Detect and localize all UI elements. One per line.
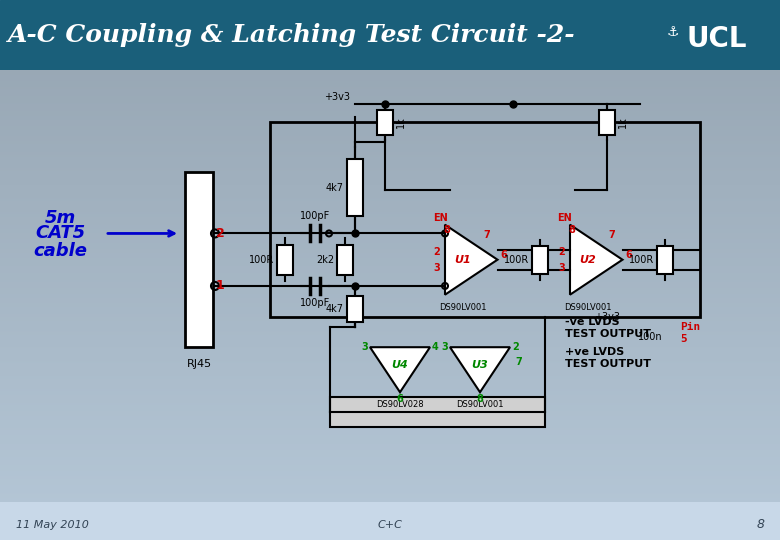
Bar	[377, 110, 393, 135]
Text: DS90LV001: DS90LV001	[564, 303, 612, 312]
Text: 7: 7	[608, 230, 615, 240]
Text: DS90LV001: DS90LV001	[456, 400, 504, 409]
Text: 11 May 2010: 11 May 2010	[16, 520, 88, 530]
Bar	[599, 110, 615, 135]
Text: DS90LV028: DS90LV028	[376, 400, 424, 409]
Text: +3v3: +3v3	[594, 312, 620, 322]
Text: 100R: 100R	[629, 255, 654, 265]
Text: 8: 8	[477, 394, 484, 404]
Text: 100pF: 100pF	[300, 298, 330, 308]
Text: 6: 6	[501, 249, 507, 260]
Text: 8: 8	[569, 225, 576, 235]
Text: 4k7: 4k7	[326, 183, 344, 193]
Bar	[337, 245, 353, 274]
Text: 3: 3	[433, 262, 440, 273]
Text: +3v3: +3v3	[324, 92, 350, 102]
Text: EN: EN	[433, 213, 448, 222]
Text: EN: EN	[558, 213, 573, 222]
Text: U4: U4	[392, 360, 409, 370]
Text: 100n: 100n	[638, 332, 662, 342]
Text: C+C: C+C	[378, 520, 402, 530]
Text: 3: 3	[441, 342, 448, 352]
Text: Pin
5: Pin 5	[680, 322, 700, 344]
Text: ⚓: ⚓	[667, 25, 679, 38]
Bar	[277, 245, 293, 274]
Polygon shape	[450, 347, 510, 392]
Text: U1: U1	[454, 255, 471, 265]
Bar	[270, 122, 700, 317]
Text: 100R: 100R	[249, 255, 274, 265]
Text: 6: 6	[626, 249, 633, 260]
Text: 1k: 1k	[618, 116, 628, 128]
Text: CAT5: CAT5	[35, 225, 85, 242]
Text: 3: 3	[558, 262, 565, 273]
Polygon shape	[445, 225, 498, 295]
Text: -ve LVDS
TEST OUTPUT: -ve LVDS TEST OUTPUT	[565, 317, 651, 339]
Text: 4k7: 4k7	[326, 304, 344, 314]
Polygon shape	[370, 347, 430, 392]
Text: 1k: 1k	[396, 116, 406, 128]
Text: 5m: 5m	[44, 210, 76, 227]
Text: UCL: UCL	[686, 25, 747, 52]
Bar	[347, 159, 363, 216]
Text: DS90LV001: DS90LV001	[438, 303, 486, 312]
Text: 2: 2	[216, 227, 225, 240]
Text: 7: 7	[515, 357, 522, 367]
Text: U2: U2	[579, 255, 596, 265]
Text: 4: 4	[432, 342, 438, 352]
Polygon shape	[570, 225, 622, 295]
Bar	[347, 296, 363, 322]
Text: 6: 6	[396, 394, 403, 404]
Text: 2: 2	[512, 342, 519, 352]
Text: 7: 7	[484, 230, 491, 240]
Bar	[657, 246, 673, 274]
Text: 8: 8	[757, 518, 764, 531]
Text: 2: 2	[433, 247, 440, 256]
Text: 8: 8	[444, 225, 450, 235]
Text: RJ45: RJ45	[186, 359, 211, 369]
Text: 100R: 100R	[504, 255, 529, 265]
Text: +ve LVDS
TEST OUTPUT: +ve LVDS TEST OUTPUT	[565, 347, 651, 369]
Text: 100pF: 100pF	[300, 212, 330, 221]
Text: 3: 3	[361, 342, 368, 352]
Text: cable: cable	[33, 242, 87, 260]
Text: 2k2: 2k2	[316, 255, 334, 265]
Bar	[185, 172, 213, 347]
Bar	[330, 397, 545, 427]
Text: A-C Coupling & Latching Test Circuit -2-: A-C Coupling & Latching Test Circuit -2-	[8, 23, 576, 47]
Text: 1: 1	[216, 280, 225, 293]
Bar	[532, 246, 548, 274]
Text: 2: 2	[558, 247, 565, 256]
Text: U3: U3	[472, 360, 488, 370]
